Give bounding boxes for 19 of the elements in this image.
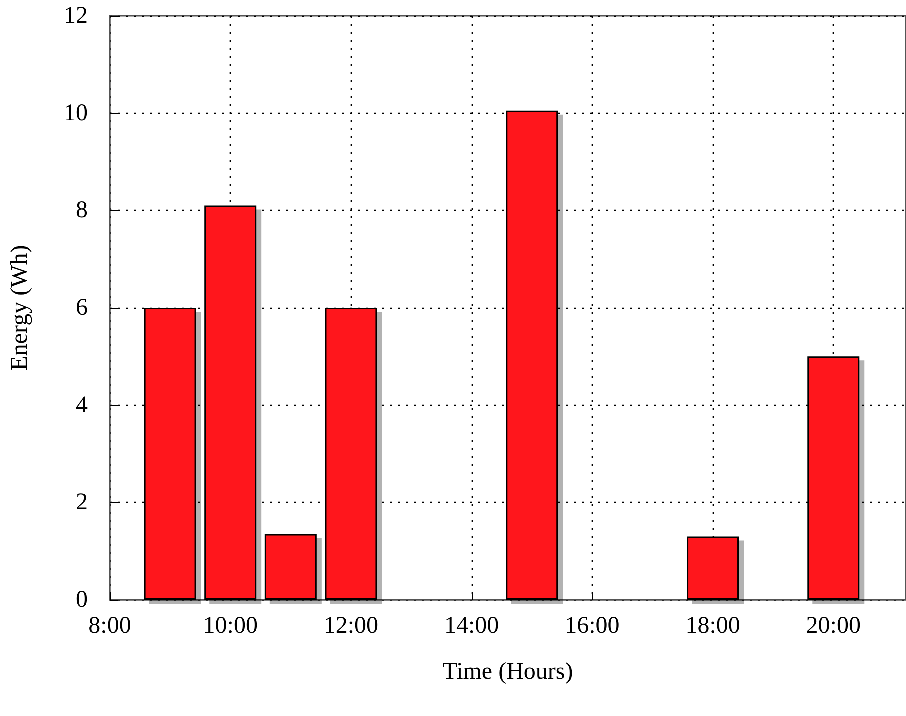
x-tick-label: 20:00 bbox=[806, 613, 861, 639]
x-tick-label: 18:00 bbox=[686, 613, 740, 639]
y-tick-label: 6 bbox=[76, 295, 88, 321]
y-tick-label: 4 bbox=[76, 392, 88, 418]
x-axis-title: Time (Hours) bbox=[442, 659, 574, 685]
y-tick-label: 10 bbox=[64, 100, 88, 126]
y-tick-label: 0 bbox=[76, 587, 88, 613]
x-tick-label: 12:00 bbox=[324, 613, 379, 639]
x-tick-label: 14:00 bbox=[444, 613, 500, 639]
bar bbox=[264, 534, 317, 600]
bar bbox=[325, 308, 378, 600]
y-tick-label: 2 bbox=[76, 490, 88, 516]
y-tick-label: 12 bbox=[64, 3, 88, 29]
y-axis-title: Energy (Wh) bbox=[7, 245, 33, 371]
x-tick-label: 8:00 bbox=[88, 613, 132, 639]
bar bbox=[204, 206, 257, 600]
x-tick-label: 10:00 bbox=[203, 613, 258, 639]
x-tick-label: 16:00 bbox=[565, 613, 620, 639]
y-tick-label: 8 bbox=[76, 198, 88, 224]
